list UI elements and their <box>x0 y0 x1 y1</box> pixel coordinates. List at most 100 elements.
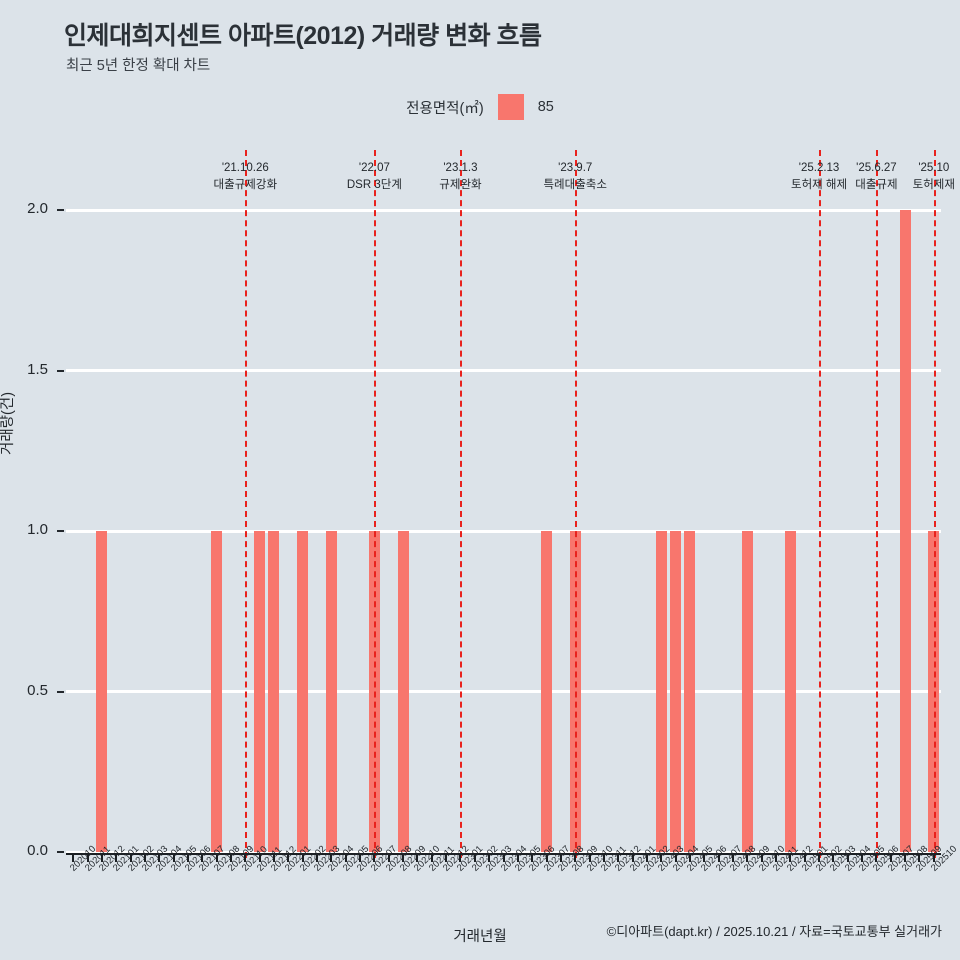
x-tick-mark-202101 <box>115 855 118 862</box>
x-tick-mark-202012 <box>100 855 103 862</box>
x-tick-mark-202105 <box>172 855 175 862</box>
x-axis-title: 거래년월 <box>453 929 507 945</box>
x-tick-mark-202210 <box>416 855 419 862</box>
gridline-2.0 <box>66 208 941 212</box>
y-tick-label-1.5: 1.5 <box>27 360 48 378</box>
x-tick-mark-202410 <box>760 855 763 862</box>
gridline-1.0 <box>66 529 941 533</box>
x-tick-mark-202202 <box>301 855 304 862</box>
legend-label-85: 85 <box>537 99 554 115</box>
x-tick-mark-202110 <box>244 855 247 862</box>
bar-202111[interactable] <box>254 531 266 852</box>
bar-202108[interactable] <box>211 531 223 852</box>
x-tick-mark-202510 <box>932 855 935 862</box>
x-tick-mark-202312 <box>617 855 620 862</box>
bar-202403[interactable] <box>655 531 667 852</box>
bar-202412[interactable] <box>784 531 796 852</box>
bar-202204[interactable] <box>325 531 337 852</box>
x-tick-mark-202307 <box>545 855 548 862</box>
x-tick-mark-202401 <box>631 855 634 862</box>
x-tick-mark-202209 <box>402 855 405 862</box>
x-tick-mark-202103 <box>143 855 146 862</box>
x-tick-mark-202102 <box>129 855 132 862</box>
y-tick-mark-1.0 <box>57 530 64 532</box>
x-tick-mark-202301 <box>459 855 462 862</box>
x-tick-mark-202205 <box>344 855 347 862</box>
annotation-line-202506 <box>876 150 879 858</box>
x-tick-mark-202504 <box>846 855 849 862</box>
bar-202508[interactable] <box>899 210 911 852</box>
x-tick-mark-202402 <box>645 855 648 862</box>
x-tick-mark-202406 <box>703 855 706 862</box>
x-tick-mark-202204 <box>330 855 333 862</box>
x-tick-mark-202507 <box>889 855 892 862</box>
bar-202404[interactable] <box>670 531 682 852</box>
legend-title: 전용면적(㎡) <box>406 100 484 117</box>
page-title: 인제대희지센트 아파트(2012) 거래량 변화 흐름 <box>64 22 542 50</box>
annotation-202510: '25.10 토허제재 <box>874 160 960 193</box>
x-tick-mark-202207 <box>373 855 376 862</box>
y-tick-mark-0.0 <box>57 851 64 853</box>
x-tick-mark-202408 <box>732 855 734 862</box>
x-tick-mark-202506 <box>875 855 878 862</box>
x-tick-mark-202311 <box>602 855 605 862</box>
x-tick-mark-202011 <box>86 855 89 862</box>
chart-subtitle: 최근 5년 한정 확대 차트 <box>66 58 211 74</box>
bar-202209[interactable] <box>397 531 409 852</box>
x-tick-mark-202212 <box>445 855 448 862</box>
x-tick-mark-202501 <box>803 855 806 862</box>
x-tick-mark-202305 <box>516 855 519 862</box>
annotation-line-202207 <box>374 150 377 858</box>
x-tick-mark-202010 <box>72 855 75 862</box>
bar-202202[interactable] <box>297 531 309 852</box>
y-tick-label-0.5: 0.5 <box>27 681 48 699</box>
footer-credit: ©디아파트(dapt.kr) / 2025.10.21 / 자료=국토교통부 실… <box>606 924 942 939</box>
y-tick-mark-1.5 <box>57 369 64 372</box>
x-tick-mark-202405 <box>688 855 691 862</box>
x-tick-mark-202303 <box>488 855 491 862</box>
x-tick-mark-202108 <box>215 855 218 862</box>
bar-202112[interactable] <box>268 531 280 852</box>
x-tick-mark-202112 <box>272 855 275 862</box>
gridline-0.0 <box>66 850 941 854</box>
x-tick-mark-202505 <box>861 855 864 862</box>
bar-202405[interactable] <box>684 531 696 852</box>
y-axis-title: 거래량(건) <box>0 391 16 455</box>
x-axis-line <box>66 853 941 855</box>
x-tick-mark-202409 <box>746 855 749 862</box>
x-tick-mark-202211 <box>430 855 433 862</box>
annotation-text: 토허제재 <box>912 178 955 191</box>
x-tick-mark-202111 <box>258 855 261 862</box>
x-tick-mark-202502 <box>818 855 821 862</box>
x-tick-mark-202508 <box>904 855 907 862</box>
annotation-date: '25.10 <box>918 162 950 174</box>
bar-202012[interactable] <box>96 531 108 852</box>
x-tick-mark-202509 <box>918 855 921 862</box>
x-tick-mark-202203 <box>316 855 319 862</box>
x-tick-mark-202411 <box>775 855 778 862</box>
x-tick-mark-202309 <box>574 855 577 862</box>
gridline-0.5 <box>66 690 941 693</box>
legend-swatch-85[interactable] <box>497 94 524 120</box>
x-tick-mark-202404 <box>674 855 677 862</box>
x-tick-mark-202302 <box>473 855 476 862</box>
annotation-line-202110 <box>245 150 248 858</box>
annotation-line-202309 <box>575 150 578 858</box>
x-tick-mark-202407 <box>717 855 720 862</box>
gridline-1.5 <box>66 369 941 372</box>
x-tick-mark-202104 <box>158 855 161 862</box>
x-tick-mark-202201 <box>287 855 290 862</box>
bar-202409[interactable] <box>741 531 753 852</box>
y-tick-mark-0.5 <box>57 690 64 693</box>
y-tick-label-0.0: 0.0 <box>27 842 48 859</box>
x-tick-mark-202308 <box>559 855 562 862</box>
x-tick-mark-202106 <box>186 855 189 862</box>
bar-202307[interactable] <box>541 531 553 852</box>
y-tick-mark-2.0 <box>57 209 64 211</box>
annotation-line-202502 <box>819 150 822 858</box>
x-tick-mark-202206 <box>359 855 362 862</box>
annotation-line-202301 <box>460 150 463 858</box>
x-tick-mark-202109 <box>229 855 232 862</box>
chart-legend: 전용면적(㎡) 85 <box>0 94 960 120</box>
x-tick-mark-202310 <box>588 855 591 862</box>
